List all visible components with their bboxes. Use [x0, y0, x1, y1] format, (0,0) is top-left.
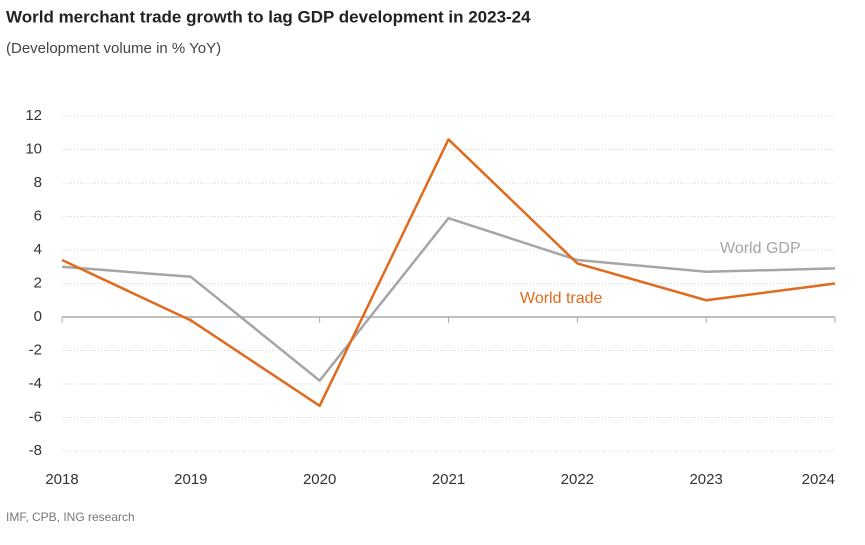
- y-tick-label: 12: [25, 107, 42, 124]
- y-tick-label: 4: [34, 241, 42, 258]
- y-tick-label: -8: [29, 442, 42, 459]
- x-tick-label: 2022: [561, 471, 594, 488]
- y-tick-label: 0: [34, 308, 42, 325]
- chart-title: World merchant trade growth to lag GDP d…: [6, 7, 531, 26]
- series-label: World trade: [520, 290, 603, 307]
- x-tick-label: 2021: [432, 471, 465, 488]
- series-line: [61, 216, 836, 382]
- chart-subtitle: (Development volume in % YoY): [6, 40, 221, 57]
- y-tick-label: 10: [25, 140, 42, 157]
- x-tick-label: 2020: [303, 471, 336, 488]
- x-tick-label: 2018: [45, 471, 78, 488]
- x-tick-label: 2019: [174, 471, 207, 488]
- x-tick-label: 2023: [689, 471, 722, 488]
- y-tick-label: 2: [34, 274, 42, 291]
- y-tick-label: -2: [29, 341, 42, 358]
- y-tick-label: -4: [29, 375, 42, 392]
- series-line: [61, 138, 836, 408]
- y-tick-label: 6: [34, 207, 42, 224]
- source-note: IMF, CPB, ING research: [6, 510, 135, 524]
- x-tick-label: 2024: [802, 471, 835, 488]
- y-tick-label: -6: [29, 408, 42, 425]
- y-tick-label: 8: [34, 174, 42, 191]
- series-label: World GDP: [720, 240, 801, 257]
